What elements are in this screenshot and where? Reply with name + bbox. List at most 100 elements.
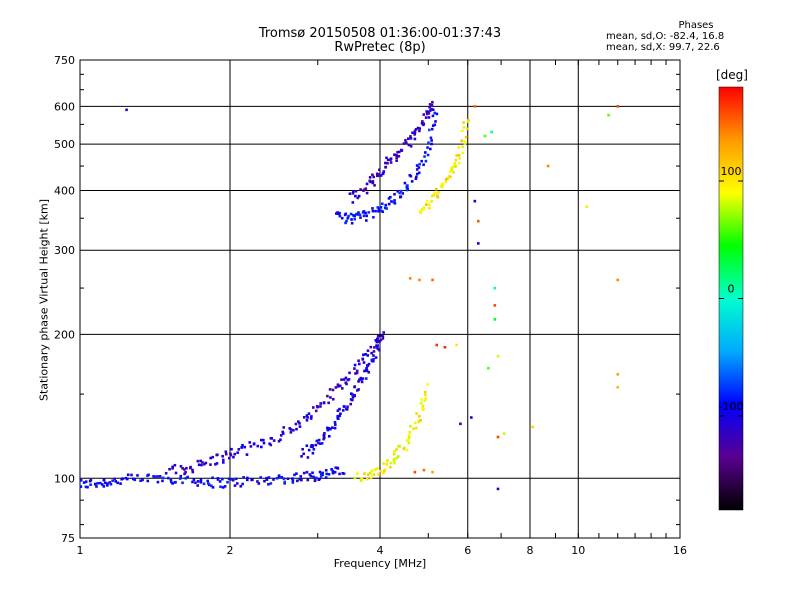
trace-point bbox=[364, 377, 368, 380]
trace-point bbox=[429, 147, 432, 151]
trace-point bbox=[310, 415, 313, 418]
trace-point bbox=[405, 439, 409, 442]
trace-point bbox=[109, 482, 113, 486]
trace-point bbox=[379, 469, 383, 473]
trace-point bbox=[384, 161, 387, 165]
y-tick-label: 75 bbox=[61, 532, 75, 545]
trace-point bbox=[226, 480, 229, 484]
trace-point bbox=[426, 200, 429, 203]
trace-point bbox=[381, 210, 384, 213]
trace-point bbox=[348, 371, 351, 375]
trace-point bbox=[369, 345, 373, 349]
trace-point bbox=[196, 480, 200, 483]
trace-point bbox=[371, 181, 375, 185]
trace-point bbox=[361, 357, 365, 361]
trace-point bbox=[345, 219, 348, 223]
trace-point bbox=[400, 149, 404, 152]
trace-point bbox=[283, 480, 287, 484]
trace-point bbox=[427, 112, 431, 115]
trace-point bbox=[337, 212, 341, 216]
trace-point bbox=[336, 414, 340, 418]
trace-point bbox=[317, 441, 320, 445]
trace-point bbox=[281, 432, 285, 435]
trace-point bbox=[377, 473, 381, 476]
trace-point bbox=[371, 180, 375, 183]
colorbar-tick-label: 100 bbox=[721, 165, 742, 178]
trace-point bbox=[433, 123, 437, 127]
trace-point bbox=[319, 475, 323, 478]
trace-point bbox=[383, 206, 387, 210]
trace-point bbox=[415, 172, 419, 176]
scatter-point bbox=[125, 108, 128, 112]
trace-point bbox=[95, 485, 98, 488]
trace-point bbox=[373, 468, 377, 472]
trace-point bbox=[204, 461, 208, 465]
trace-point bbox=[203, 462, 206, 466]
trace-point bbox=[444, 180, 448, 184]
trace-point bbox=[366, 473, 370, 477]
scatter-point bbox=[616, 105, 620, 108]
trace-point bbox=[409, 144, 413, 148]
trace-point bbox=[403, 181, 407, 185]
trace-point bbox=[196, 459, 200, 463]
trace-point bbox=[171, 467, 174, 470]
trace-point bbox=[259, 438, 263, 442]
trace-point bbox=[104, 481, 107, 485]
trace-point bbox=[379, 206, 383, 209]
trace-point bbox=[344, 381, 348, 385]
trace-point bbox=[341, 409, 345, 412]
trace-point bbox=[314, 409, 318, 413]
trace-point bbox=[202, 482, 206, 486]
trace-point bbox=[423, 390, 427, 394]
trace-point bbox=[381, 337, 385, 340]
trace-point bbox=[408, 430, 412, 434]
trace-point bbox=[371, 359, 375, 363]
trace-point bbox=[379, 174, 383, 177]
trace-point bbox=[406, 187, 410, 191]
trace-point bbox=[229, 478, 232, 481]
trace-point bbox=[126, 473, 130, 477]
scatter-point bbox=[496, 435, 500, 439]
trace-point bbox=[156, 480, 160, 484]
trace-point bbox=[233, 484, 237, 487]
trace-point bbox=[429, 136, 433, 140]
scatter-point bbox=[531, 425, 534, 429]
trace-point bbox=[462, 121, 465, 124]
trace-point bbox=[461, 151, 465, 155]
y-tick-label: 600 bbox=[54, 100, 75, 113]
trace-point bbox=[305, 444, 309, 448]
scatter-point bbox=[616, 373, 620, 376]
trace-point bbox=[405, 448, 409, 452]
trace-point bbox=[269, 482, 273, 485]
trace-point bbox=[396, 189, 399, 193]
trace-point bbox=[348, 192, 352, 196]
trace-point bbox=[362, 214, 366, 218]
trace-point bbox=[331, 471, 335, 475]
trace-point bbox=[425, 110, 429, 113]
trace-point bbox=[283, 481, 286, 485]
trace-point bbox=[346, 378, 350, 382]
trace-point bbox=[311, 451, 315, 455]
trace-point bbox=[404, 139, 407, 142]
trace-point bbox=[353, 363, 357, 367]
trace-point bbox=[327, 401, 330, 405]
trace-point bbox=[371, 473, 375, 476]
trace-point bbox=[306, 456, 310, 459]
trace-point bbox=[327, 473, 331, 476]
trace-point bbox=[424, 159, 428, 163]
trace-point bbox=[221, 458, 225, 462]
trace-point bbox=[295, 472, 298, 475]
chart-title: Tromsø 20150508 01:36:00-01:37:43 bbox=[258, 26, 502, 41]
trace-point bbox=[183, 468, 186, 471]
trace-point bbox=[221, 454, 224, 458]
trace-point bbox=[141, 478, 144, 482]
y-tick-label: 750 bbox=[54, 54, 75, 67]
trace-point bbox=[201, 461, 204, 464]
trace-point bbox=[364, 368, 368, 372]
trace-point bbox=[460, 139, 464, 143]
colorbar-tick-label: -100 bbox=[719, 400, 744, 413]
trace-point bbox=[179, 474, 183, 478]
trace-point bbox=[351, 395, 355, 399]
scatter-point bbox=[493, 304, 497, 307]
